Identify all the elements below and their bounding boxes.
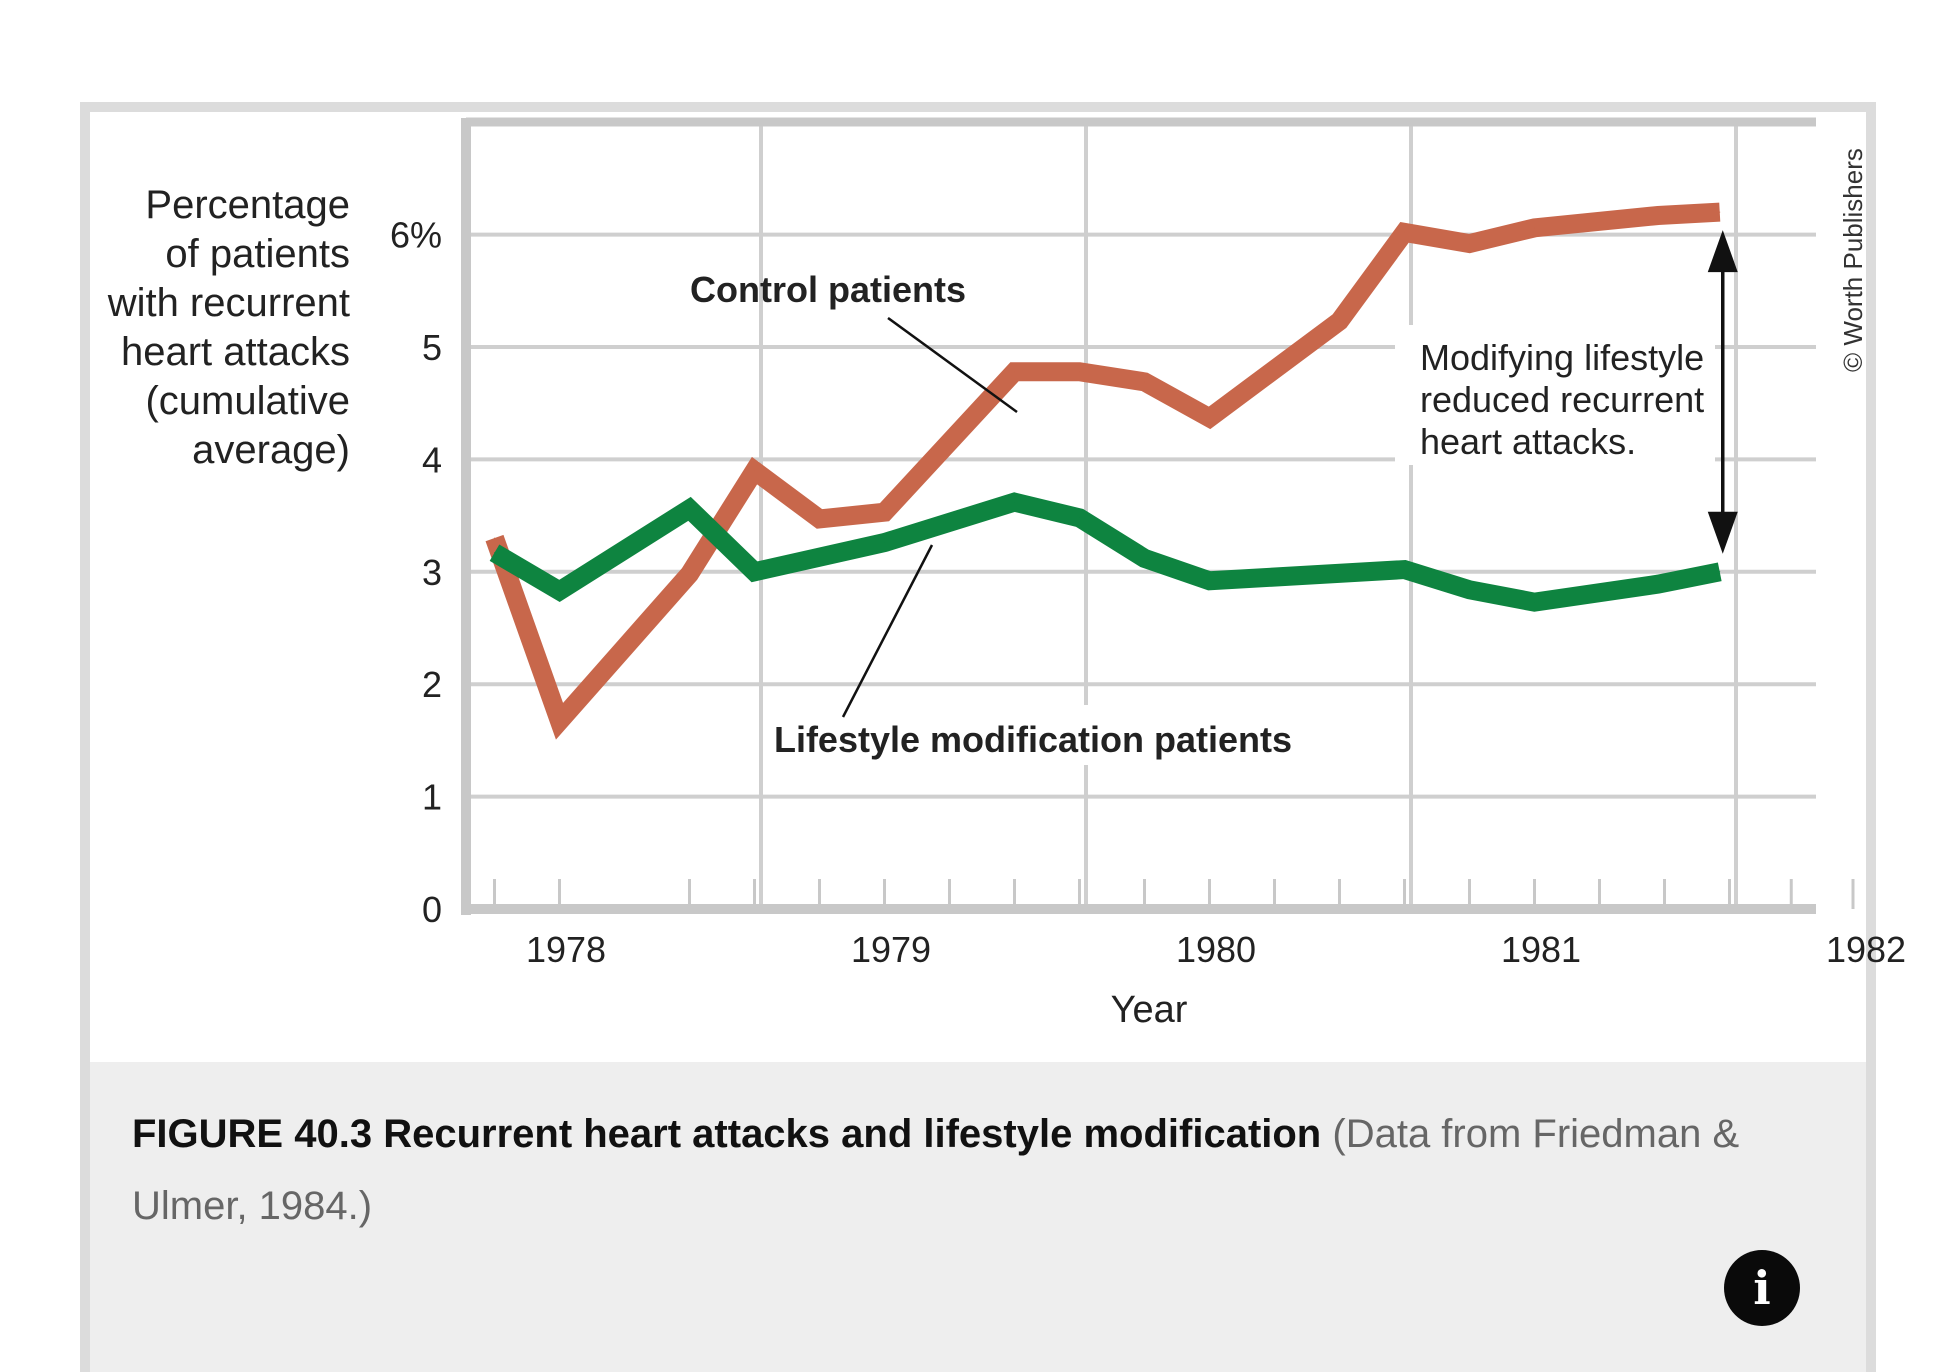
control-data-point: [1079, 371, 1080, 373]
control-data-point: [1719, 211, 1721, 213]
info-button[interactable]: i: [1724, 1250, 1800, 1326]
control-data-point: [494, 537, 495, 539]
y-tick-label: 3: [422, 552, 442, 593]
info-icon: i: [1753, 1261, 1771, 1315]
control-data-point: [559, 720, 560, 722]
y-axis-title-line: average): [192, 428, 350, 472]
x-tick-label: 1979: [851, 929, 931, 970]
y-axis-labels: 0 1 2 3 4 5 6%: [390, 215, 442, 930]
y-axis-title-line: with recurrent: [107, 281, 350, 325]
series-lines: [485, 202, 1722, 740]
control-data-point: [1209, 417, 1210, 419]
y-axis-title-line: of patients: [165, 232, 350, 276]
control-data-point: [1014, 371, 1015, 373]
y-tick-label: 5: [422, 327, 442, 368]
y-axis-title-line: heart attacks: [121, 330, 350, 374]
effect-label-line: reduced recurrent: [1420, 379, 1704, 420]
effect-label-line: Modifying lifestyle: [1420, 337, 1704, 378]
control-data-point: [819, 518, 820, 520]
control-data-point: [1339, 320, 1340, 322]
lifestyle-data-point: [689, 508, 690, 510]
arrow-head-up-icon: [1707, 230, 1738, 273]
y-tick-label: 1: [422, 777, 442, 818]
caption-title: FIGURE 40.3 Recurrent heart attacks and …: [132, 1112, 1322, 1156]
control-data-point: [1469, 243, 1470, 245]
y-tick-label: 2: [422, 664, 442, 705]
control-patients-line: [485, 202, 1721, 740]
control-label-leader: [887, 316, 1018, 414]
x-tick-label: 1981: [1501, 929, 1581, 970]
lifestyle-data-point: [1719, 571, 1721, 573]
lifestyle-data-point: [884, 542, 885, 544]
lifestyle-data-point: [1014, 501, 1015, 503]
effect-label-line: heart attacks.: [1420, 421, 1636, 462]
x-axis-title: Year: [1111, 989, 1188, 1031]
control-data-point: [1404, 231, 1405, 233]
effect-label-background: [1395, 325, 1715, 465]
lifestyle-patients-line: [489, 492, 1722, 612]
y-tick-label: 0: [422, 889, 442, 930]
lifestyle-label-leader: [841, 544, 934, 718]
lifestyle-label-background: [770, 705, 1290, 765]
annotations: Control patients Lifestyle modification p…: [690, 230, 1738, 765]
control-data-point: [1534, 227, 1535, 229]
figure-caption: FIGURE 40.3 Recurrent heart attacks and …: [132, 1098, 1832, 1242]
caption-panel: [90, 1062, 1866, 1372]
lifestyle-data-point: [1469, 589, 1470, 591]
x-tick-label: 1978: [526, 929, 606, 970]
axes: [461, 117, 1816, 915]
copyright-notice: © Worth Publishers: [1838, 148, 1868, 372]
y-axis-title-line: (cumulative: [145, 379, 350, 423]
control-data-point: [884, 511, 885, 513]
lifestyle-patients-label: Lifestyle modification patients: [774, 719, 1292, 760]
control-data-point: [754, 470, 755, 472]
arrow-head-down-icon: [1707, 511, 1738, 554]
control-data-point: [689, 573, 690, 575]
lifestyle-data-point: [754, 571, 755, 573]
lifestyle-data-point: [1534, 601, 1535, 603]
lifestyle-data-point: [1657, 583, 1659, 585]
lifestyle-data-point: [1079, 517, 1080, 519]
y-axis-title: Percentage of patients with recurrent heart…: [107, 183, 350, 472]
x-tick-label: 1980: [1176, 929, 1256, 970]
lifestyle-data-point: [1209, 580, 1210, 582]
x-axis-labels: 1978 1979 1980 1981 1982: [526, 929, 1906, 970]
lifestyle-data-point: [1144, 557, 1145, 559]
y-tick-label: 4: [422, 439, 442, 480]
y-tick-label: 6%: [390, 215, 442, 256]
control-data-point: [1144, 381, 1145, 383]
control-data-point: [1657, 214, 1659, 216]
x-tick-label: 1982: [1826, 929, 1906, 970]
caption-source: (Data from Friedman & Ulmer, 1984.): [132, 1112, 1740, 1228]
control-patients-label: Control patients: [690, 269, 966, 310]
lifestyle-data-point: [494, 552, 495, 554]
y-axis-title-line: Percentage: [145, 183, 350, 227]
lifestyle-data-point: [1404, 569, 1405, 571]
lifestyle-data-point: [559, 590, 560, 592]
